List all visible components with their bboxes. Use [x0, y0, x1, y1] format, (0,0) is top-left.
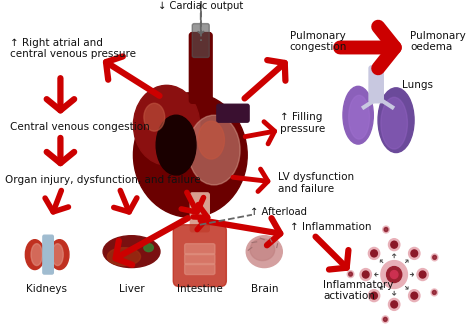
Text: Pulmonary
oedema: Pulmonary oedema — [410, 31, 466, 52]
Ellipse shape — [50, 240, 69, 270]
Ellipse shape — [378, 88, 414, 152]
Text: ↑ Filling
pressure: ↑ Filling pressure — [281, 112, 326, 134]
Circle shape — [349, 272, 353, 276]
Ellipse shape — [144, 244, 154, 252]
Ellipse shape — [250, 239, 275, 261]
Ellipse shape — [156, 115, 196, 175]
Circle shape — [363, 271, 369, 278]
Ellipse shape — [246, 236, 283, 268]
FancyBboxPatch shape — [192, 24, 210, 57]
Text: Lungs: Lungs — [402, 81, 433, 90]
Text: ↓ Cardiac output: ↓ Cardiac output — [158, 1, 243, 11]
Circle shape — [384, 228, 388, 232]
Circle shape — [389, 239, 400, 251]
Circle shape — [391, 241, 398, 248]
FancyBboxPatch shape — [173, 225, 227, 286]
Circle shape — [431, 254, 438, 261]
Text: Brain: Brain — [251, 284, 278, 294]
Ellipse shape — [144, 103, 165, 131]
FancyBboxPatch shape — [191, 193, 210, 232]
Circle shape — [360, 269, 372, 280]
Circle shape — [432, 290, 436, 294]
Circle shape — [411, 250, 418, 257]
Circle shape — [433, 255, 437, 259]
FancyBboxPatch shape — [190, 33, 212, 103]
Circle shape — [411, 292, 418, 299]
Circle shape — [383, 226, 389, 233]
Circle shape — [391, 301, 398, 308]
Ellipse shape — [147, 89, 181, 111]
Circle shape — [409, 248, 420, 259]
Circle shape — [368, 248, 380, 259]
Ellipse shape — [134, 85, 200, 165]
Circle shape — [371, 292, 377, 299]
Text: Pulmonary
congestion: Pulmonary congestion — [290, 31, 347, 52]
Text: ↑ Inflammation: ↑ Inflammation — [290, 222, 371, 232]
Circle shape — [431, 289, 438, 296]
Circle shape — [391, 271, 398, 279]
FancyBboxPatch shape — [185, 244, 215, 255]
Circle shape — [382, 316, 389, 323]
Circle shape — [389, 298, 400, 311]
Text: Organ injury, dysfunction, and failure: Organ injury, dysfunction, and failure — [5, 175, 201, 185]
Text: Central venous congestion: Central venous congestion — [10, 122, 150, 132]
Ellipse shape — [52, 244, 63, 266]
FancyBboxPatch shape — [185, 254, 215, 265]
Text: LV dysfunction
and failure: LV dysfunction and failure — [278, 172, 354, 194]
Circle shape — [419, 271, 426, 278]
FancyBboxPatch shape — [217, 104, 249, 122]
FancyBboxPatch shape — [185, 264, 215, 275]
Circle shape — [409, 290, 420, 302]
Text: Liver: Liver — [118, 284, 145, 294]
Circle shape — [368, 290, 380, 302]
Text: Inflammatory
activation: Inflammatory activation — [323, 280, 393, 301]
Ellipse shape — [343, 86, 374, 144]
Ellipse shape — [25, 240, 44, 270]
Ellipse shape — [349, 95, 370, 139]
Circle shape — [347, 271, 354, 278]
Text: Kidneys: Kidneys — [26, 284, 67, 294]
Text: ↑ Afterload: ↑ Afterload — [250, 207, 307, 217]
Circle shape — [371, 250, 377, 257]
Circle shape — [387, 267, 402, 282]
Ellipse shape — [107, 248, 141, 266]
Text: ↑ Right atrial and
central venous pressure: ↑ Right atrial and central venous pressu… — [10, 38, 136, 59]
Ellipse shape — [134, 93, 247, 217]
Ellipse shape — [103, 236, 160, 268]
Ellipse shape — [198, 121, 225, 159]
Text: Intestine: Intestine — [177, 284, 223, 294]
Ellipse shape — [31, 244, 42, 266]
Circle shape — [381, 261, 408, 288]
FancyBboxPatch shape — [43, 235, 53, 274]
FancyBboxPatch shape — [369, 66, 383, 103]
Circle shape — [417, 269, 428, 280]
Ellipse shape — [381, 97, 408, 149]
Ellipse shape — [188, 115, 240, 185]
Circle shape — [383, 317, 387, 321]
